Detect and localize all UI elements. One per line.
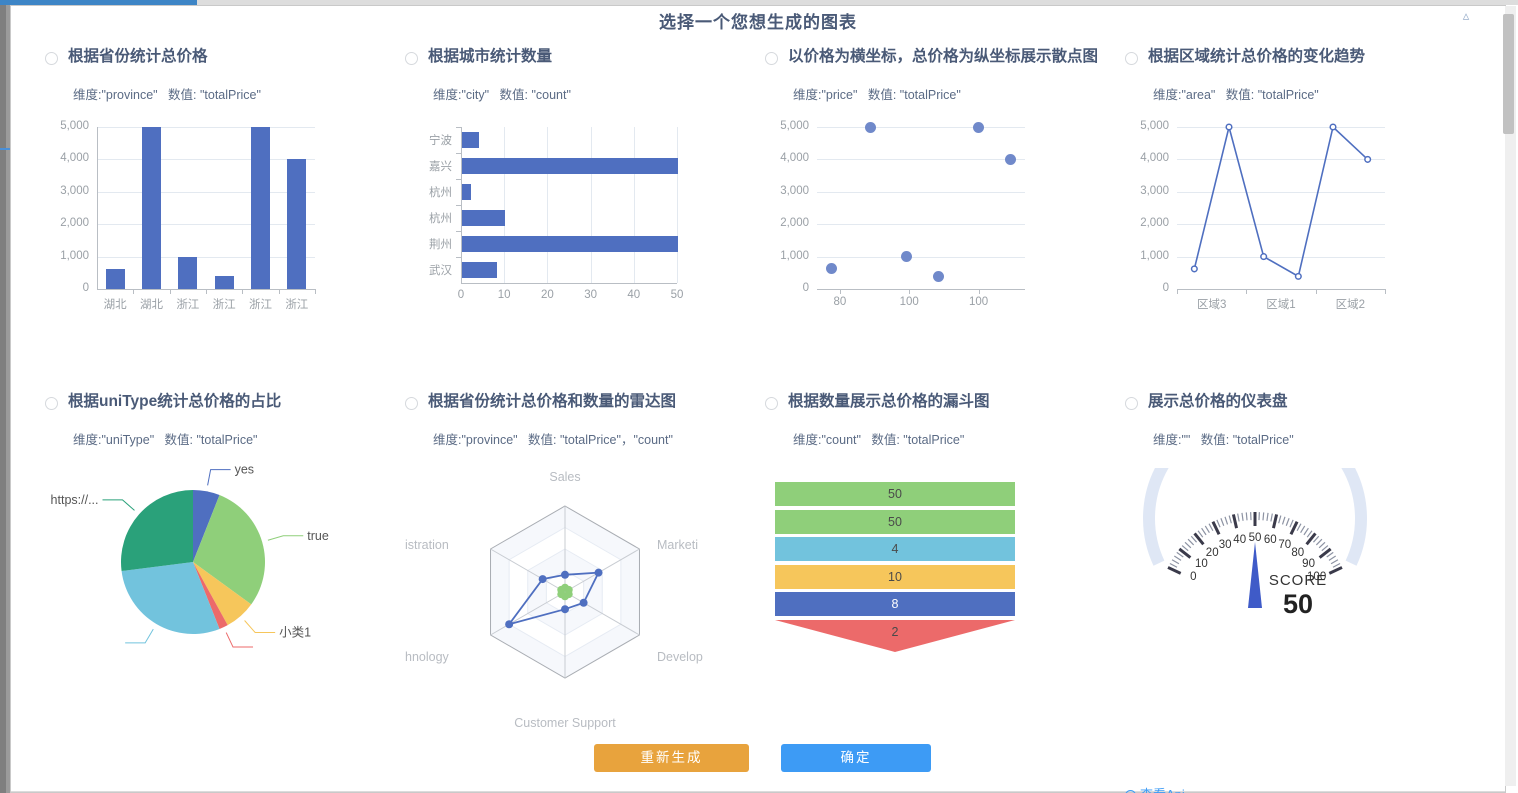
chart-option-header: 根据省份统计总价格	[45, 46, 391, 68]
chart-option-card[interactable]: 根据省份统计总价格维度:"province" 数值: "totalPrice" 0…	[31, 46, 391, 391]
svg-text:小类1: 小类1	[279, 626, 311, 640]
chart-option-fields: 维度:"uniType" 数值: "totalPrice"	[73, 433, 258, 447]
dialog-footer: 重新生成 确定	[11, 744, 1505, 792]
view-api-link[interactable]: 查看Api	[1125, 784, 1185, 793]
chart-option-fields: 维度:"city" 数值: "count"	[433, 88, 571, 102]
chart-option-card[interactable]: 根据uniType统计总价格的占比维度:"uniType" 数值: "total…	[31, 391, 391, 736]
chart-preview-radar: Sales Marketi Develop Customer Support hnolo…	[405, 470, 703, 730]
chart-option-card[interactable]: 展示总价格的仪表盘维度:"" 数值: "totalPrice" 0 10 20 30 40…	[1111, 391, 1471, 736]
chart-preview-bar: 0 10 20 30 40 50 宁波 嘉兴 杭州 杭州 荆州 武汉	[405, 119, 751, 334]
svg-text:https://...: https://...	[51, 493, 99, 507]
chart-option-header: 展示总价格的仪表盘	[1125, 391, 1471, 413]
chart-option-header: 根据区域统计总价格的变化趋势	[1125, 46, 1471, 68]
view-api-label: 查看Api	[1140, 787, 1185, 793]
chart-option-fields: 维度:"price" 数值: "totalPrice"	[793, 88, 961, 102]
dialog-header: 选择一个您想生成的图表 ▵	[11, 6, 1505, 40]
chart-option-card[interactable]: 根据数量展示总价格的漏斗图维度:"count" 数值: "totalPrice"…	[751, 391, 1111, 736]
chart-option-header: 根据uniType统计总价格的占比	[45, 391, 391, 413]
chart-options-grid: 根据省份统计总价格维度:"province" 数值: "totalPrice" 0…	[31, 46, 1471, 736]
radio-funnel-count-totalprice[interactable]	[765, 397, 778, 410]
chevron-up-icon[interactable]: ▵	[1462, 8, 1470, 23]
funnel-segment: 50	[775, 509, 1015, 534]
footer-divider	[11, 791, 1505, 792]
chart-preview-pie: yes true 小类1 https://...	[45, 464, 391, 679]
chart-option-title: 展示总价格的仪表盘	[1148, 393, 1288, 410]
chart-option-title: 根据uniType统计总价格的占比	[68, 393, 282, 410]
radio-gauge-totalprice[interactable]	[1125, 397, 1138, 410]
chart-选择-dialog: 选择一个您想生成的图表 ▵ 根据省份统计总价格维度:"province" 数值:…	[10, 5, 1506, 793]
chart-preview-bar: 0 1,000 2,000 3,000 4,000 5,000 湖北 湖北 浙江 浙江 浙江 浙江	[45, 119, 391, 334]
chart-option-title: 根据数量展示总价格的漏斗图	[788, 393, 990, 410]
radio-scatter-price-totalprice[interactable]	[765, 52, 778, 65]
chart-option-header: 根据城市统计数量	[405, 46, 751, 68]
svg-text:yes: yes	[235, 464, 254, 477]
page-load-progress-fill	[0, 0, 198, 5]
chart-option-title: 根据省份统计总价格和数量的雷达图	[428, 393, 677, 410]
radio-pie-unitype-totalprice[interactable]	[45, 397, 58, 410]
radio-bar-province-totalprice[interactable]	[45, 52, 58, 65]
regenerate-button[interactable]: 重新生成	[594, 744, 749, 772]
radio-line-area-totalprice[interactable]	[1125, 52, 1138, 65]
background-left-rail	[0, 0, 6, 793]
chart-preview-funnel: 50 50 4 10 8 2	[765, 482, 1111, 697]
chart-option-card[interactable]: 根据省份统计总价格和数量的雷达图 维度:"province" 数值: "total…	[391, 391, 751, 736]
chart-option-title: 根据区域统计总价格的变化趋势	[1148, 48, 1366, 65]
chart-option-card[interactable]: 根据区域统计总价格的变化趋势维度:"area" 数值: "totalPrice"…	[1111, 46, 1471, 391]
chart-option-title: 根据省份统计总价格	[68, 48, 208, 65]
chart-option-fields: 维度:"province" 数值: "totalPrice"	[73, 88, 261, 102]
page-title: 选择一个您想生成的图表	[659, 13, 857, 32]
background-divider	[0, 148, 16, 150]
radio-bar-city-count[interactable]	[405, 52, 418, 65]
chart-preview-gauge: 0 10 20 30 40 50 60 70 80 90 100 SCORE 50	[1125, 468, 1471, 683]
confirm-button[interactable]: 确定	[781, 744, 931, 772]
chart-option-fields: 维度:"province" 数值: "totalPrice"，"count"	[433, 433, 673, 447]
background-left-rail-2	[6, 0, 10, 793]
chart-option-fields: 维度:"area" 数值: "totalPrice"	[1153, 88, 1319, 102]
chart-option-header: 根据数量展示总价格的漏斗图	[765, 391, 1111, 413]
radio-radar-province-totalprice-count[interactable]	[405, 397, 418, 410]
chart-preview-line: 0 1,000 2,000 3,000 4,000 5,000 区域3 区域1 区域2	[1125, 119, 1471, 334]
chart-option-fields: 维度:"" 数值: "totalPrice"	[1153, 433, 1294, 447]
chart-preview-scatter: 0 1,000 2,000 3,000 4,000 5,000 80 100 100	[765, 119, 1111, 334]
svg-text:true: true	[307, 529, 329, 543]
dialog-scrollbar-track[interactable]	[1503, 6, 1516, 786]
chart-option-fields: 维度:"count" 数值: "totalPrice"	[793, 433, 965, 447]
chart-option-header: 根据省份统计总价格和数量的雷达图	[405, 391, 751, 413]
funnel-segment: 8	[775, 592, 1015, 616]
chart-option-card[interactable]: 以价格为横坐标，总价格为纵坐标展示散点图维度:"price" 数值: "tota…	[751, 46, 1111, 391]
svg-text:2: 2	[892, 625, 899, 639]
chart-option-title: 以价格为横坐标，总价格为纵坐标展示散点图	[788, 48, 1099, 65]
chart-option-header: 以价格为横坐标，总价格为纵坐标展示散点图	[765, 46, 1111, 68]
funnel-segment: 10	[775, 564, 1015, 589]
dialog-scrollbar-thumb[interactable]	[1503, 14, 1514, 134]
funnel-segment: 4	[775, 537, 1015, 561]
funnel-segment: 50	[775, 482, 1015, 506]
chart-option-card[interactable]: 根据城市统计数量维度:"city" 数值: "count" 0 10 20 30 40 50…	[391, 46, 751, 391]
chart-option-title: 根据城市统计数量	[428, 48, 553, 65]
page-load-progress-track	[0, 0, 1518, 5]
